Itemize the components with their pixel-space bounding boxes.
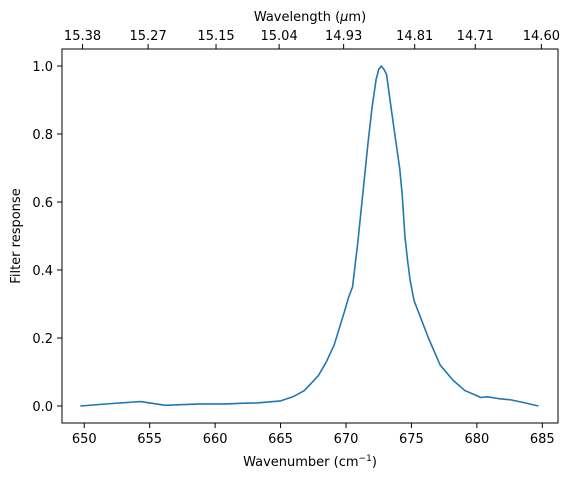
top-tick-label: 15.15	[197, 29, 234, 44]
top-tick-label: 15.27	[130, 29, 167, 44]
top-tick-label: 14.81	[396, 29, 433, 44]
y-tick-label: 0.6	[32, 196, 53, 211]
x-tick-label: 685	[530, 432, 555, 447]
x-tick-label: 680	[464, 432, 489, 447]
y-axis-label: Filter response	[9, 188, 24, 283]
filter-response-line	[80, 65, 539, 407]
x-axis-top: 15.38 15.27 15.15 15.04 14.93 14.81 14.71 14.60	[64, 29, 560, 49]
top-tick-label: 14.60	[523, 29, 560, 44]
x-axis-bottom: 650 655 660 665 670 675 680 685	[72, 423, 555, 447]
top-axis-label: Wavelength (μm)	[254, 10, 366, 25]
top-tick-label: 14.93	[325, 29, 362, 44]
top-tick-label: 15.38	[64, 29, 101, 44]
top-tick-label: 14.71	[457, 29, 494, 44]
x-tick-label: 675	[399, 432, 424, 447]
y-tick-label: 0.2	[32, 332, 53, 347]
y-tick-label: 1.0	[32, 60, 53, 75]
y-axis-left: 0.0 0.2 0.4 0.6 0.8 1.0	[32, 60, 62, 415]
plot-area	[80, 65, 539, 407]
x-axis-label: Wavenumber (cm−1)	[243, 454, 377, 470]
y-tick-label: 0.0	[32, 400, 53, 415]
x-tick-label: 655	[137, 432, 162, 447]
plot-frame	[61, 48, 559, 424]
x-tick-label: 665	[268, 432, 293, 447]
x-tick-label: 660	[203, 432, 228, 447]
top-tick-label: 15.04	[261, 29, 298, 44]
x-tick-label: 650	[72, 432, 97, 447]
y-tick-label: 0.4	[32, 264, 53, 279]
y-tick-label: 0.8	[32, 128, 53, 143]
x-tick-label: 670	[334, 432, 359, 447]
